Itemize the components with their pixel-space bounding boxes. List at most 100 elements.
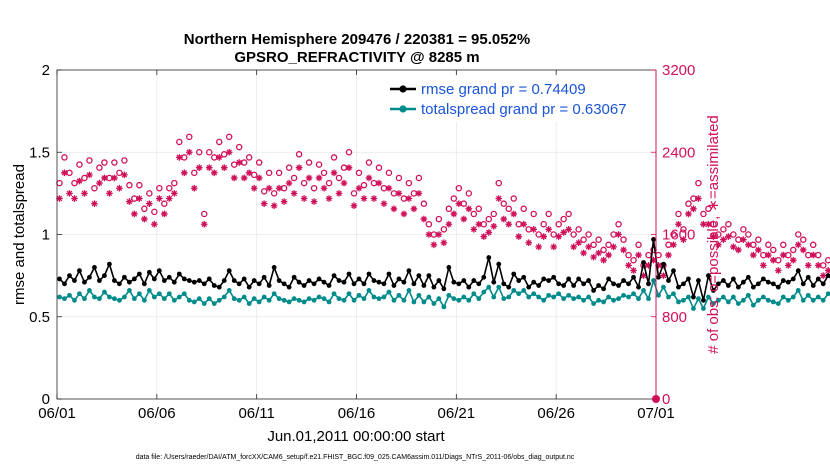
obs-assimilated-point <box>540 233 547 240</box>
obs-possible-point <box>166 184 173 192</box>
rmse-point <box>785 279 791 285</box>
obs-possible-point <box>570 231 577 238</box>
obs-assimilated-point <box>779 251 787 259</box>
rmse-point <box>760 276 766 282</box>
spread-point <box>341 297 347 303</box>
rmse-point <box>171 279 177 285</box>
obs-possible-point <box>151 208 158 216</box>
rmse-point <box>416 273 422 279</box>
obs-assimilated-point <box>215 154 223 161</box>
rmse-point <box>246 284 252 290</box>
legend-rmse-label: rmse grand pr = 0.74409 <box>421 81 586 98</box>
rmse-point <box>321 279 327 285</box>
spread-point <box>755 297 761 303</box>
rmse-point <box>441 286 447 292</box>
obs-possible-point <box>415 174 423 182</box>
rmse-point <box>331 273 337 279</box>
rmse-point <box>107 261 112 267</box>
obs-assimilated-point <box>450 210 458 218</box>
obs-assimilated-point <box>720 236 727 243</box>
obs-possible-point <box>770 246 777 254</box>
rmse-point <box>486 255 492 260</box>
obs-assimilated-point <box>585 243 592 251</box>
obs-assimilated-point <box>740 236 747 243</box>
obs-assimilated-point <box>535 243 542 251</box>
obs-possible-point <box>215 138 223 146</box>
spread-point <box>251 296 257 302</box>
obs-assimilated-point <box>660 272 667 279</box>
obs-assimilated-point <box>395 190 403 197</box>
spread-point <box>191 299 197 305</box>
obs-assimilated-point <box>605 251 612 259</box>
rmse-point <box>361 281 367 287</box>
rmse-point <box>311 281 317 287</box>
spread-point <box>266 297 272 303</box>
spread-point <box>296 297 302 303</box>
rmse-point <box>451 279 457 285</box>
spread-point <box>481 289 487 295</box>
rmse-point <box>581 281 587 287</box>
rmse-point <box>221 278 227 283</box>
obs-possible-point <box>585 231 592 238</box>
spread-point <box>461 294 467 300</box>
obs-possible-point <box>824 256 830 264</box>
rmse-point <box>725 283 731 288</box>
obs-assimilated-point <box>141 215 148 223</box>
rmse-point <box>656 274 661 280</box>
spread-point <box>765 297 771 303</box>
obs-assimilated-point <box>116 184 123 192</box>
obs-possible-point <box>510 195 517 202</box>
obs-possible-point <box>540 220 547 228</box>
obs-possible-point <box>320 169 328 177</box>
spread-point <box>216 297 222 303</box>
spread-point <box>800 297 806 303</box>
rmse-point <box>276 278 282 283</box>
rmse-point <box>112 278 117 283</box>
spread-point <box>701 306 706 311</box>
obs-possible-point <box>96 164 103 171</box>
obs-assimilated-point <box>96 179 103 187</box>
spread-point <box>686 294 691 300</box>
obs-possible-point <box>275 169 283 177</box>
obs-possible-point <box>560 215 567 223</box>
obs-possible-point <box>126 181 133 189</box>
obs-assimilated-point <box>205 164 213 171</box>
obs-assimilated-point <box>375 179 383 187</box>
obs-assimilated-point <box>545 226 552 233</box>
obs-possible-point <box>310 184 318 192</box>
obs-possible-point <box>345 148 353 156</box>
rmse-point <box>646 281 651 287</box>
spread-point <box>276 296 282 302</box>
rmse-point <box>366 271 372 277</box>
spread-point <box>616 296 621 302</box>
rmse-point <box>681 281 686 287</box>
obs-assimilated-point <box>725 233 732 240</box>
spread-point <box>57 294 62 300</box>
rmse-point <box>701 297 706 303</box>
obs-assimilated-point <box>495 195 503 202</box>
rmse-point <box>740 279 746 285</box>
obs-assimilated-point <box>675 220 682 228</box>
obs-assimilated-point <box>730 243 737 251</box>
obs-possible-point <box>720 226 727 233</box>
obs-assimilated-point <box>295 164 303 171</box>
y-axis-left-label: rmse and totalspread <box>11 164 28 305</box>
obs-possible-point <box>670 231 677 238</box>
rmse-point <box>715 281 721 287</box>
spread-point <box>681 297 686 303</box>
obs-assimilated-point <box>225 148 233 156</box>
obs-assimilated-point <box>635 251 642 259</box>
obs-assimilated-point <box>685 210 692 218</box>
x-tick-label: 06/26 <box>537 405 575 422</box>
rmse-point <box>531 279 537 285</box>
obs-assimilated-point <box>770 256 777 264</box>
spread-point <box>730 294 736 300</box>
rmse-point <box>696 278 701 283</box>
obs-possible-point <box>295 151 303 158</box>
rmse-point <box>536 283 542 288</box>
spread-point <box>291 296 297 302</box>
obs-possible-point <box>500 200 508 207</box>
rmse-point <box>406 268 412 274</box>
obs-assimilated-point <box>670 241 677 249</box>
